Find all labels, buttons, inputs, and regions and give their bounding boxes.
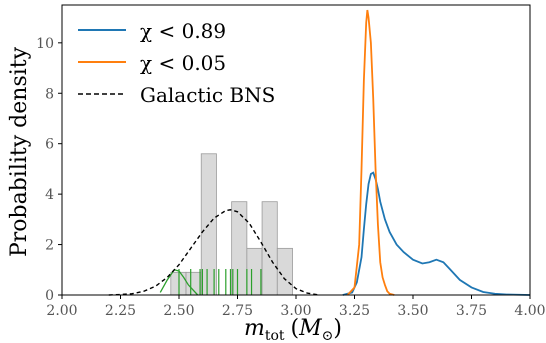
legend-label-galactic-bns: Galactic BNS <box>140 83 275 107</box>
y-tick-label-5: 10 <box>36 36 54 52</box>
axes-frame <box>61 4 531 296</box>
x-tick-label-5: 3.25 <box>339 303 370 319</box>
legend: χ < 0.89 χ < 0.05 Galactic BNS <box>78 19 275 107</box>
series-line-0 <box>342 171 531 296</box>
x-tick-label-0: 2.00 <box>46 303 77 319</box>
plot-area <box>108 9 531 296</box>
axes: 2.00 2.25 2.50 2.75 3.00 3.25 3.50 3.75 4.00 0 2 4 6… <box>36 4 546 319</box>
x-tick-label-6: 3.50 <box>397 303 428 319</box>
y-tick-label-0: 0 <box>45 288 54 304</box>
x-tick-label-4: 3.00 <box>280 303 311 319</box>
series-line-1 <box>346 9 395 296</box>
x-axis-label: mtot (M⊙) <box>244 316 342 343</box>
x-tick-label-2: 2.50 <box>163 303 194 319</box>
y-tick-label-2: 4 <box>45 187 54 203</box>
y-axis-label: Probability density <box>7 46 32 257</box>
x-tick-label-7: 3.75 <box>456 303 487 319</box>
green-kde-line <box>159 269 199 296</box>
legend-label-chi-089: χ < 0.89 <box>140 19 226 43</box>
y-tick-label-4: 8 <box>45 86 54 102</box>
series-line-2 <box>108 209 320 296</box>
x-tick-label-3: 2.75 <box>222 303 253 319</box>
y-tick-label-3: 6 <box>45 137 54 153</box>
x-tick-label-8: 4.00 <box>514 303 545 319</box>
y-tick-label-1: 2 <box>45 238 54 254</box>
histogram-bar-5 <box>246 247 263 296</box>
histogram-bar-4 <box>231 201 248 296</box>
x-tick-label-1: 2.25 <box>105 303 136 319</box>
legend-label-chi-005: χ < 0.05 <box>140 51 226 75</box>
